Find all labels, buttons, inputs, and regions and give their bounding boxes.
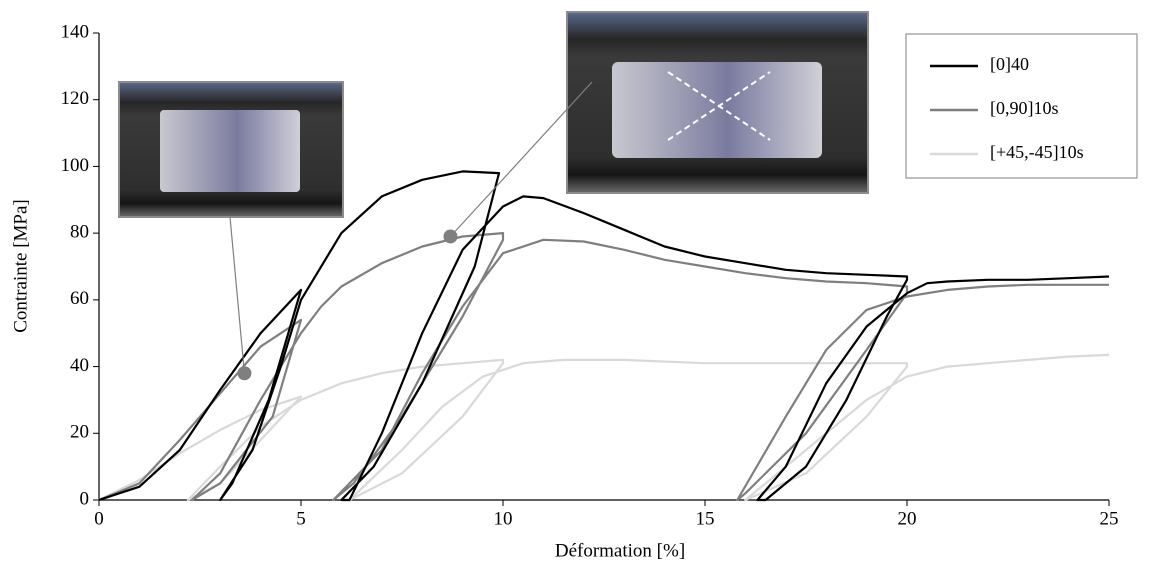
x-axis-label: Déformation [%] [555, 540, 685, 561]
x-tick-label: 10 [494, 508, 513, 529]
legend-label: [0,90]10s [990, 98, 1059, 118]
y-tick-label: 140 [61, 21, 90, 42]
y-tick-label: 100 [61, 155, 90, 176]
callout-line [229, 216, 246, 374]
photo-inset [566, 11, 869, 194]
x-tick-label: 20 [898, 508, 917, 529]
legend-label: [+45,-45]10s [990, 142, 1084, 162]
y-axis-label: Contrainte [MPa] [10, 199, 31, 333]
y-tick-label: 0 [80, 488, 90, 509]
x-tick-label: 5 [296, 508, 306, 529]
legend: [0]40 [0,90]10s [+45,-45]10s [930, 54, 1084, 162]
y-tick-label: 40 [70, 355, 89, 376]
y-tick-label: 120 [61, 88, 90, 109]
y-tick-label: 80 [70, 222, 89, 243]
x-tick-label: 25 [1100, 508, 1119, 529]
data-line [98, 170, 1110, 502]
legend-label: [0]40 [990, 54, 1029, 74]
x-tick-label: 15 [696, 508, 715, 529]
y-tick-label: 20 [70, 422, 89, 443]
x-tick-label: 0 [94, 508, 104, 529]
highlight-point [237, 366, 252, 381]
photo-inset [118, 81, 344, 218]
callout-line [450, 81, 593, 237]
y-tick-label: 60 [70, 288, 89, 309]
highlight-point [443, 229, 458, 244]
